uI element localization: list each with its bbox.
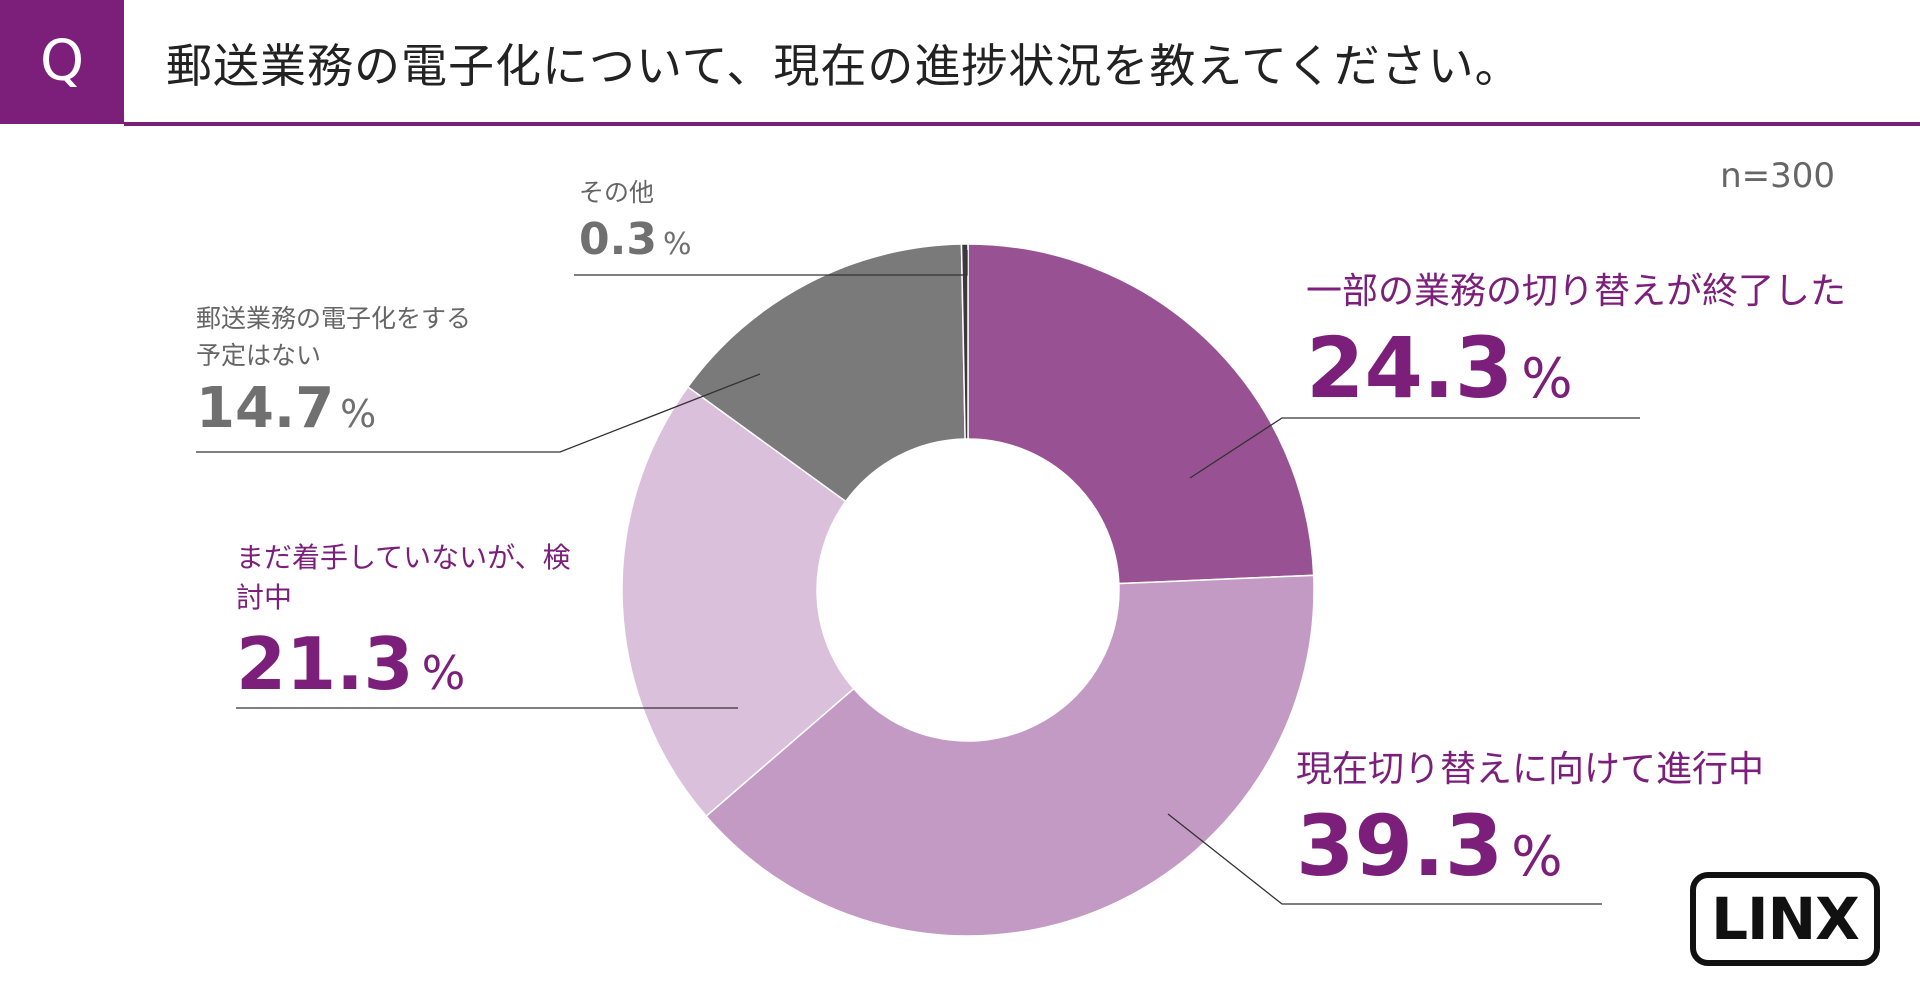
question-mark-box: Q [0,0,124,124]
leader-line-other [574,250,968,276]
leader-line-in-progress [1167,813,1602,905]
slice-label-no-plan: 郵送業務の電子化をする予定はない 14.7% [196,300,476,447]
slice-name: 一部の業務の切り替えが終了した [1306,271,1847,312]
slice-label-considering: まだ着手していないが、検討中 21.3% [236,538,596,715]
slice-no-plan [686,243,966,503]
linx-logo: LINX [1690,872,1880,966]
leader-line-completed [1189,417,1640,479]
slice-value: 24.3% [1306,319,1573,417]
slice-label-other: その他 0.3% [579,173,691,272]
question-title: 郵送業務の電子化について、現在の進捗状況を教えてください。 [166,39,1522,93]
slice-name: 現在切り替えに向けて進行中 [1296,749,1765,790]
header-divider [124,122,1920,126]
slice-label-in-progress: 現在切り替えに向けて進行中 39.3% [1296,740,1764,905]
slice-value: 14.7% [196,376,377,441]
slice-name: その他 [579,178,655,207]
slice-completed [967,243,1315,585]
leader-line-no-plan [196,373,761,453]
slice-in-progress [705,574,1315,937]
slice-value: 39.3% [1296,797,1563,895]
slice-name: まだ着手していないが、検討中 [236,541,571,614]
slice-considering [621,385,855,818]
slice-label-completed: 一部の業務の切り替えが終了した 24.3% [1306,262,1846,427]
sample-size: n=300 [1720,156,1835,196]
logo-text: LINX [1711,885,1860,953]
slice-value: 0.3% [579,214,692,265]
slice-name: 郵送業務の電子化をする予定はない [196,304,472,370]
slice-other [960,243,969,440]
slice-value: 21.3% [236,622,466,706]
